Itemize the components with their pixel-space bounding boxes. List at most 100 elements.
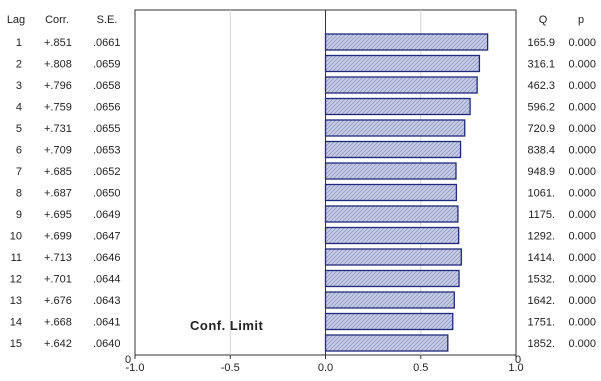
cell-q: 596.2 bbox=[527, 102, 555, 114]
cell-p: 0.000 bbox=[568, 338, 596, 350]
bar-lag-13 bbox=[324, 291, 455, 309]
cell-lag: 1 bbox=[16, 37, 22, 49]
bar-lag-4 bbox=[324, 97, 471, 116]
cell-lag: 11 bbox=[11, 252, 22, 264]
cell-se: .0641 bbox=[93, 317, 121, 329]
cell-p: 0.000 bbox=[568, 295, 596, 307]
cell-lag: 9 bbox=[16, 209, 22, 221]
cell-p: 0.000 bbox=[568, 123, 596, 135]
conf-limit-label: Conf. Limit bbox=[190, 318, 264, 333]
cell-p: 0.000 bbox=[568, 231, 596, 243]
cell-se: .0644 bbox=[93, 274, 121, 286]
cell-se: .0643 bbox=[93, 295, 121, 307]
cell-corr: +.685 bbox=[44, 166, 72, 178]
cell-lag: 14 bbox=[10, 317, 22, 329]
cell-lag: 10 bbox=[10, 231, 22, 243]
cell-corr: +.695 bbox=[44, 209, 72, 221]
cell-se: .0661 bbox=[93, 37, 121, 49]
cell-q: 1642. bbox=[527, 295, 555, 307]
cell-corr: +.699 bbox=[44, 231, 72, 243]
cell-q: 1414. bbox=[527, 252, 555, 264]
left-axis-zero: 0 bbox=[125, 354, 131, 366]
table-rows: 1 +.851 .0661 165.9 0.000 2 +.808 .0659 316.1 0.0… bbox=[10, 37, 596, 350]
bar-lag-3 bbox=[324, 76, 478, 94]
bar-lag-11 bbox=[324, 248, 462, 266]
cell-se: .0646 bbox=[93, 252, 121, 264]
cell-lag: 7 bbox=[16, 166, 22, 178]
cell-se: .0658 bbox=[93, 80, 121, 92]
cell-corr: +.796 bbox=[44, 80, 72, 92]
bar-lag-1 bbox=[324, 33, 489, 51]
cell-p: 0.000 bbox=[568, 80, 596, 92]
table-row: 4 +.759 .0656 596.2 0.000 bbox=[16, 102, 596, 114]
cell-corr: +.851 bbox=[44, 37, 72, 49]
cell-q: 948.9 bbox=[527, 166, 555, 178]
header-q: Q bbox=[539, 14, 548, 26]
table-row: 5 +.731 .0655 720.9 0.000 bbox=[16, 123, 596, 135]
table-row: 11 +.713 .0646 1414. 0.000 bbox=[11, 252, 596, 264]
cell-p: 0.000 bbox=[568, 145, 596, 157]
cell-se: .0656 bbox=[93, 102, 121, 114]
cell-lag: 5 bbox=[16, 123, 22, 135]
cell-q: 1061. bbox=[527, 188, 555, 200]
cell-lag: 8 bbox=[16, 188, 22, 200]
table-row: 2 +.808 .0659 316.1 0.000 bbox=[16, 59, 596, 71]
cell-corr: +.808 bbox=[44, 59, 72, 71]
x-axis: -1.0 -0.5 0.0 0.5 1.0 bbox=[126, 355, 524, 374]
cell-se: .0640 bbox=[93, 338, 121, 350]
x-tick-label: -0.5 bbox=[221, 362, 240, 374]
bar-lag-12 bbox=[324, 269, 460, 288]
bar-lag-7 bbox=[324, 162, 457, 180]
cell-p: 0.000 bbox=[568, 274, 596, 286]
cell-corr: +.687 bbox=[44, 188, 72, 200]
cell-q: 1532. bbox=[527, 274, 555, 286]
cell-q: 1292. bbox=[527, 231, 555, 243]
bars bbox=[324, 33, 489, 352]
right-axis-zero: 0 bbox=[515, 354, 521, 366]
cell-se: .0647 bbox=[93, 231, 121, 243]
cell-lag: 13 bbox=[10, 295, 22, 307]
table-row: 7 +.685 .0652 948.9 0.000 bbox=[16, 166, 596, 178]
cell-corr: +.713 bbox=[44, 252, 72, 264]
table-row: 6 +.709 .0653 838.4 0.000 bbox=[16, 145, 596, 157]
cell-p: 0.000 bbox=[568, 166, 596, 178]
cell-q: 838.4 bbox=[527, 145, 555, 157]
cell-q: 720.9 bbox=[527, 123, 555, 135]
x-tick-label: 0.5 bbox=[413, 362, 428, 374]
cell-p: 0.000 bbox=[568, 317, 596, 329]
bar-lag-14 bbox=[324, 312, 454, 331]
header-corr: Corr. bbox=[45, 14, 69, 26]
cell-se: .0653 bbox=[93, 145, 121, 157]
cell-p: 0.000 bbox=[568, 209, 596, 221]
cell-lag: 3 bbox=[16, 80, 22, 92]
header-p: p bbox=[578, 14, 584, 26]
bar-lag-8 bbox=[324, 183, 458, 202]
cell-se: .0652 bbox=[93, 166, 121, 178]
cell-p: 0.000 bbox=[568, 102, 596, 114]
cell-p: 0.000 bbox=[568, 59, 596, 71]
cell-corr: +.709 bbox=[44, 145, 72, 157]
cell-p: 0.000 bbox=[568, 252, 596, 264]
cell-lag: 4 bbox=[16, 102, 22, 114]
table-row: 3 +.796 .0658 462.3 0.000 bbox=[16, 80, 596, 92]
cell-corr: +.676 bbox=[44, 295, 72, 307]
header-se: S.E. bbox=[97, 14, 118, 26]
cell-q: 1751. bbox=[527, 317, 555, 329]
cell-q: 462.3 bbox=[527, 80, 555, 92]
table-row: 1 +.851 .0661 165.9 0.000 bbox=[16, 37, 596, 49]
bar-lag-6 bbox=[324, 140, 462, 159]
cell-p: 0.000 bbox=[568, 37, 596, 49]
table-row: 12 +.701 .0644 1532. 0.000 bbox=[10, 274, 596, 286]
cell-q: 1852. bbox=[527, 338, 555, 350]
table-row: 13 +.676 .0643 1642. 0.000 bbox=[10, 295, 596, 307]
cell-q: 1175. bbox=[528, 209, 555, 221]
cell-corr: +.642 bbox=[44, 338, 72, 350]
table-row: 8 +.687 .0650 1061. 0.000 bbox=[16, 188, 596, 200]
bar-lag-15 bbox=[324, 334, 449, 352]
cell-se: .0655 bbox=[93, 123, 121, 135]
cell-q: 316.1 bbox=[527, 59, 555, 71]
x-tick-label: 1.0 bbox=[508, 362, 523, 374]
cell-corr: +.759 bbox=[44, 102, 72, 114]
cell-se: .0649 bbox=[93, 209, 121, 221]
x-tick-label: -1.0 bbox=[126, 362, 145, 374]
